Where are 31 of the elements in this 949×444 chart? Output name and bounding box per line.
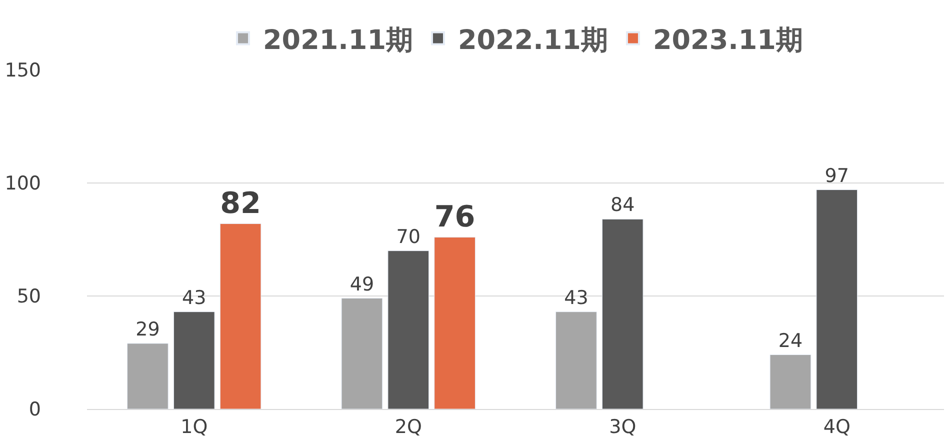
data-label: 43 <box>564 286 588 309</box>
bar <box>173 312 215 409</box>
legend-label: 2022.11期 <box>458 24 608 56</box>
y-tick-label: 50 <box>16 286 41 308</box>
data-label: 49 <box>350 273 374 296</box>
bar <box>127 343 168 409</box>
data-label: 76 <box>434 199 476 234</box>
bar <box>816 190 858 409</box>
x-tick-label: 4Q <box>823 416 850 438</box>
data-label: 24 <box>778 330 803 352</box>
y-tick-label: 100 <box>4 172 41 195</box>
bar <box>388 250 430 409</box>
x-tick-label: 2Q <box>394 416 422 438</box>
y-tick-label: 150 <box>4 60 41 82</box>
data-label: 84 <box>610 194 635 216</box>
legend-label: 2021.11期 <box>263 24 413 56</box>
bar <box>770 354 812 409</box>
bar <box>602 218 644 409</box>
bar <box>434 236 476 409</box>
bar <box>341 298 383 409</box>
x-tick-label: 3Q <box>609 416 636 438</box>
data-label: 29 <box>136 318 160 340</box>
x-tick-label: 1Q <box>180 416 208 438</box>
data-label: 97 <box>824 164 849 187</box>
legend-label: 2023.11期 <box>652 24 803 56</box>
data-label: 70 <box>396 226 420 248</box>
bar <box>556 312 597 409</box>
bar <box>220 223 262 409</box>
data-label: 82 <box>220 186 261 220</box>
data-label: 43 <box>182 286 206 309</box>
y-tick-label: 0 <box>28 398 41 421</box>
